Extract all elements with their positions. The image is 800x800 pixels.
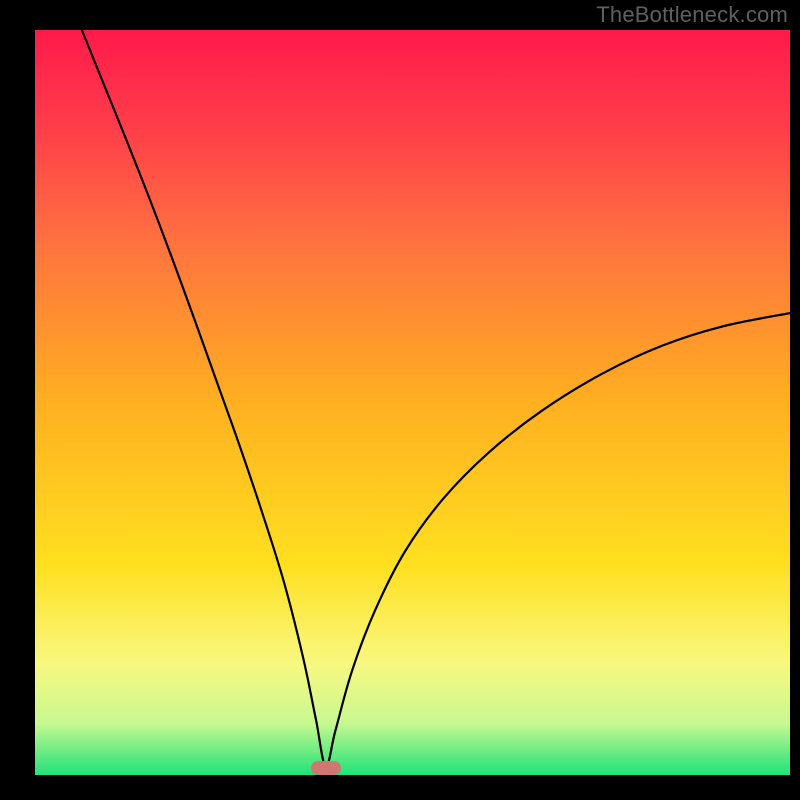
bottleneck-curve: [82, 30, 790, 766]
chart-plot-area: [35, 30, 790, 775]
chart-svg: [35, 30, 790, 775]
optimum-marker: [311, 761, 341, 775]
watermark-text: TheBottleneck.com: [596, 2, 788, 28]
